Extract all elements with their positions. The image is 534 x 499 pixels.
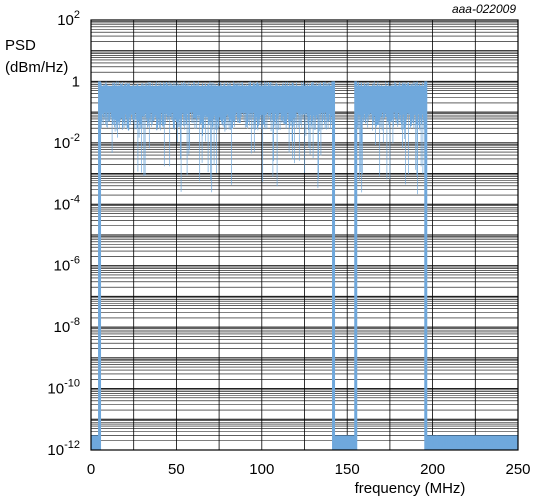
plot-frame: [90, 19, 519, 451]
x-tick-label: 0: [87, 461, 95, 478]
x-tick-label: 100: [249, 461, 274, 478]
y-tick-label: 10-10: [47, 378, 80, 398]
x-tick-label: 200: [420, 461, 445, 478]
y-tick-label: 1: [72, 73, 80, 90]
y-tick-label: 10-12: [47, 439, 80, 459]
y-tick-label: 102: [57, 9, 80, 29]
y-axis-label-line1: PSD: [5, 37, 36, 54]
band-noise-1: [99, 81, 334, 193]
y-tick-label: 10-2: [54, 132, 80, 152]
figure-id: aaa-022009: [452, 2, 516, 16]
y-axis-label-line2: (dBm/Hz): [5, 59, 68, 76]
y-tick-labels: 102 1 10-2 10-4 10-6 10-8 10-10 10-12: [47, 9, 80, 459]
y-tick-label: 10-8: [54, 316, 80, 336]
band-noise-4: [425, 435, 518, 450]
band-noise-3: [355, 81, 426, 195]
y-tick-label: 10-6: [54, 255, 80, 275]
x-tick-label: 50: [168, 461, 185, 478]
x-axis-label: frequency (MHz): [355, 480, 466, 497]
x-tick-labels: 0 50 100 150 200 250: [87, 461, 531, 478]
band-noise-2: [333, 435, 357, 450]
x-tick-label: 150: [335, 461, 360, 478]
y-tick-label: 10-4: [54, 193, 80, 213]
x-tick-label: 250: [505, 461, 530, 478]
